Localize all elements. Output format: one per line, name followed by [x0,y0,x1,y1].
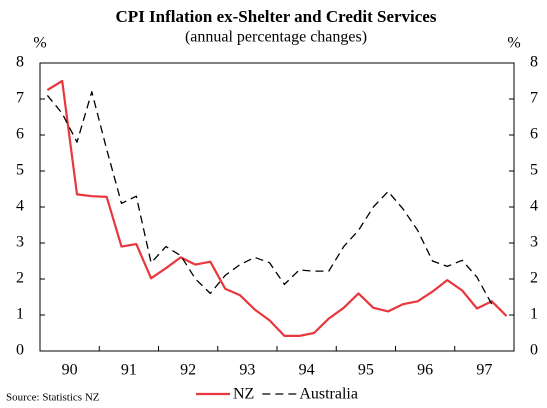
source: Source: Statistics NZ [6,392,100,404]
y2-tick-label: 8 [530,54,538,71]
x-tick-label: 92 [180,362,196,379]
y2-tick-label: 1 [530,306,538,323]
y-tick-label: 8 [16,54,24,71]
x-tick-label: 91 [121,362,137,379]
series-line [46,79,508,337]
x-tick-label: 94 [299,362,315,379]
chart-subtitle: (annual percentage changes) [185,29,367,46]
plot-frame [39,62,515,352]
x-tick-label: 95 [358,362,374,379]
y2-unit: % [507,35,520,52]
x-tick-label: 97 [476,362,492,379]
y-tick-label: 0 [16,342,24,359]
y-tick-label: 7 [16,90,24,107]
y2-tick-label: 7 [530,90,538,107]
y2-tick-label: 4 [530,198,538,215]
y-tick-label: 1 [16,306,24,323]
y-tick-label: 2 [16,270,24,287]
series-line [46,91,493,305]
y2-tick-label: 2 [530,270,538,287]
y2-tick-label: 3 [530,234,538,251]
y-tick-label: 4 [16,198,24,215]
x-tick-label: 93 [239,362,255,379]
y2-tick-label: 5 [530,162,538,179]
y2-tick-label: 6 [530,126,538,143]
legend-label: NZ [233,386,254,403]
y-unit: % [33,35,46,52]
y-tick-label: 5 [16,162,24,179]
x-tick-label: 90 [62,362,78,379]
legend-label: Australia [299,386,358,403]
x-tick-label: 96 [417,362,433,379]
y2-tick-label: 0 [530,342,538,359]
chart-title: CPI Inflation ex-Shelter and Credit Serv… [116,7,437,26]
y-tick-label: 6 [16,126,24,143]
y-tick-label: 3 [16,234,24,251]
